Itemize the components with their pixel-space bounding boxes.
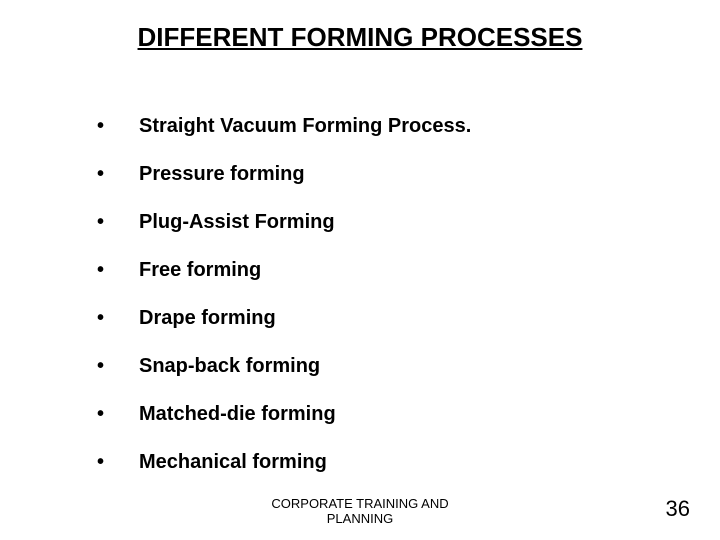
footer-line-1: CORPORATE TRAINING AND	[0, 496, 720, 511]
list-item: • Pressure forming	[95, 163, 635, 186]
bullet-list: • Straight Vacuum Forming Process. • Pre…	[95, 115, 635, 499]
list-item-label: Matched-die forming	[139, 403, 336, 426]
list-item: • Free forming	[95, 259, 635, 282]
list-item-label: Pressure forming	[139, 163, 305, 186]
footer-line-2: PLANNING	[0, 511, 720, 526]
list-item-label: Plug-Assist Forming	[139, 211, 335, 234]
list-item: • Snap-back forming	[95, 355, 635, 378]
page-number: 36	[666, 496, 690, 522]
list-item-label: Free forming	[139, 259, 261, 282]
slide: DIFFERENT FORMING PROCESSES • Straight V…	[0, 0, 720, 540]
list-item: • Matched-die forming	[95, 403, 635, 426]
slide-title: DIFFERENT FORMING PROCESSES	[0, 22, 720, 53]
bullet-icon: •	[95, 115, 139, 138]
list-item-label: Straight Vacuum Forming Process.	[139, 115, 471, 138]
list-item: • Mechanical forming	[95, 451, 635, 474]
bullet-icon: •	[95, 355, 139, 378]
list-item: • Straight Vacuum Forming Process.	[95, 115, 635, 138]
list-item: • Plug-Assist Forming	[95, 211, 635, 234]
bullet-icon: •	[95, 403, 139, 426]
bullet-icon: •	[95, 211, 139, 234]
bullet-icon: •	[95, 451, 139, 474]
bullet-icon: •	[95, 307, 139, 330]
footer: CORPORATE TRAINING AND PLANNING	[0, 496, 720, 526]
bullet-icon: •	[95, 163, 139, 186]
list-item-label: Snap-back forming	[139, 355, 320, 378]
bullet-icon: •	[95, 259, 139, 282]
list-item-label: Mechanical forming	[139, 451, 327, 474]
list-item-label: Drape forming	[139, 307, 276, 330]
list-item: • Drape forming	[95, 307, 635, 330]
